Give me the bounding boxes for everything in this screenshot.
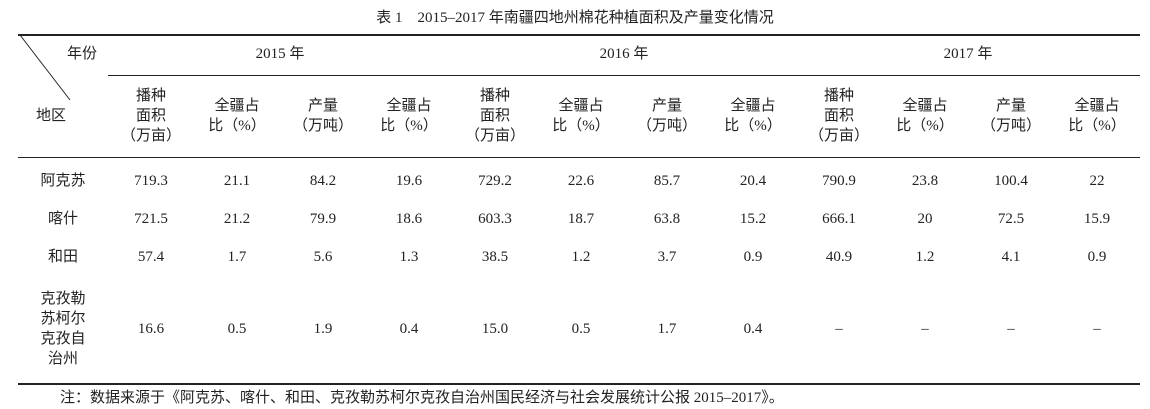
table-cell: 4.1 [1001, 249, 1021, 265]
table-cell: 666.1 [822, 211, 856, 227]
region-label: 克孜勒 苏柯尔 克孜自 治州 [40, 291, 86, 367]
column-header: 播种 面积 （万亩） [464, 88, 525, 144]
year-rule [108, 75, 1140, 76]
table-cell: 38.5 [481, 249, 509, 265]
table-cell: 1.2 [915, 249, 935, 265]
corner-top: 年份 [66, 46, 97, 62]
region-label: 阿克苏 [40, 173, 86, 189]
table-cell: 0.5 [571, 321, 591, 337]
year-header: 2015 年 [255, 46, 305, 62]
table-cell: 15.0 [481, 321, 509, 337]
region-label: 和田 [47, 249, 78, 265]
corner-bottom: 地区 [35, 108, 66, 124]
table-cell: 5.6 [313, 249, 333, 265]
top-rule [18, 34, 1140, 36]
table-cell: 100.4 [994, 173, 1028, 189]
table-cell: 20.4 [739, 173, 767, 189]
table-note: 注：数据来源于《阿克苏、喀什、和田、克孜勒苏柯尔克孜自治州国民经济与社会发展统计… [60, 390, 784, 406]
table-cell: 0.9 [1087, 249, 1107, 265]
table-cell: 19.6 [395, 173, 423, 189]
year-header: 2017 年 [943, 46, 993, 62]
header-rule [18, 157, 1140, 158]
column-header: 产量 （万吨） [980, 98, 1041, 134]
table-cell: 22.6 [567, 173, 595, 189]
region-label: 喀什 [47, 211, 78, 227]
table-cell: 0.9 [743, 249, 763, 265]
table-cell: 1.7 [227, 249, 247, 265]
table-cell: 23.8 [911, 173, 939, 189]
table-cell: – [835, 321, 843, 337]
table-cell: – [921, 321, 929, 337]
table-cell: 719.3 [134, 173, 168, 189]
table-cell: 63.8 [653, 211, 681, 227]
diagonal-line [19, 34, 71, 101]
table-cell: 18.7 [567, 211, 595, 227]
table-cell: – [1007, 321, 1015, 337]
table-cell: 57.4 [137, 249, 165, 265]
table-cell: 21.2 [223, 211, 251, 227]
column-header: 全疆占 比（%） [208, 98, 266, 134]
table-cell: 79.9 [309, 211, 337, 227]
table-cell: 15.9 [1083, 211, 1111, 227]
table-cell: 0.4 [399, 321, 419, 337]
table-cell: 603.3 [478, 211, 512, 227]
table-cell: 18.6 [395, 211, 423, 227]
table-cell: 729.2 [478, 173, 512, 189]
table-cell: 721.5 [134, 211, 168, 227]
year-header: 2016 年 [599, 46, 649, 62]
table-cell: 40.9 [825, 249, 853, 265]
column-header: 产量 （万吨） [636, 98, 697, 134]
table-cell: 1.9 [313, 321, 333, 337]
table-cell: 16.6 [137, 321, 165, 337]
table-cell: 1.3 [399, 249, 419, 265]
table-cell: 1.7 [657, 321, 677, 337]
column-header: 全疆占 比（%） [380, 98, 438, 134]
column-header: 全疆占 比（%） [552, 98, 610, 134]
column-header: 全疆占 比（%） [896, 98, 954, 134]
column-header: 全疆占 比（%） [724, 98, 782, 134]
column-header: 播种 面积 （万亩） [120, 88, 181, 144]
table-cell: 84.2 [309, 173, 337, 189]
table-cell: 790.9 [822, 173, 856, 189]
table-cell: 20 [917, 211, 933, 227]
column-header: 全疆占 比（%） [1068, 98, 1126, 134]
column-header: 播种 面积 （万亩） [808, 88, 869, 144]
table-cell: 0.5 [227, 321, 247, 337]
table-caption: 表 1 2015–2017 年南疆四地州棉花种植面积及产量变化情况 [376, 10, 774, 26]
table-cell: 0.4 [743, 321, 763, 337]
table-cell: 1.2 [571, 249, 591, 265]
table-cell: 22 [1089, 173, 1105, 189]
table-cell: 15.2 [739, 211, 767, 227]
table-cell: 72.5 [997, 211, 1025, 227]
table-cell: 3.7 [657, 249, 677, 265]
bottom-rule [18, 383, 1140, 385]
column-header: 产量 （万吨） [292, 98, 353, 134]
table-cell: – [1093, 321, 1101, 337]
table-cell: 21.1 [223, 173, 251, 189]
table-cell: 85.7 [653, 173, 681, 189]
